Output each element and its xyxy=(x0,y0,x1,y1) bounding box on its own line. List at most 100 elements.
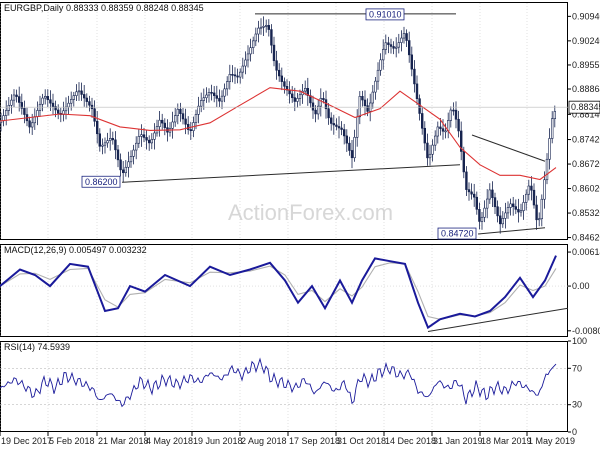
candle-body xyxy=(218,98,221,102)
rsi-header: RSI(14) 74.5939 xyxy=(4,342,70,352)
candle-body xyxy=(254,33,257,42)
candle-body xyxy=(327,108,330,119)
last-price-box xyxy=(568,100,600,114)
candle-body xyxy=(124,166,128,174)
candle-body xyxy=(101,144,104,147)
candle-body xyxy=(379,59,382,71)
candle-body xyxy=(85,97,89,102)
candle-body xyxy=(306,88,309,96)
candle-body xyxy=(506,207,510,214)
pane-frame xyxy=(0,244,568,337)
candle-body xyxy=(267,25,270,30)
trendline xyxy=(471,134,546,162)
last-price-label: 0.88345 xyxy=(571,102,600,112)
candle-body xyxy=(205,94,208,99)
candle-body xyxy=(179,108,182,114)
candle-body xyxy=(348,142,351,151)
candle-body xyxy=(70,99,73,104)
candle-body xyxy=(252,40,255,48)
trendline xyxy=(121,164,461,183)
candle-body xyxy=(511,203,515,207)
candle-body xyxy=(433,135,437,146)
candle-body xyxy=(465,171,468,190)
candle-body xyxy=(535,204,538,221)
candle-body xyxy=(353,136,356,159)
watermark-text: ActionForex.com xyxy=(228,200,393,225)
candle-body xyxy=(145,137,148,141)
candle-body xyxy=(420,113,424,129)
candle-body xyxy=(233,74,237,77)
annotation-label: 0.91010 xyxy=(369,9,402,19)
y-tick-label: 0 xyxy=(572,427,577,437)
candle-body xyxy=(314,109,317,115)
candle-body xyxy=(335,124,338,127)
candle-body xyxy=(64,106,68,112)
y-tick-label: -0.00808 xyxy=(572,326,600,336)
candle-body xyxy=(12,94,16,101)
y-tick-label: 70 xyxy=(572,363,582,373)
candle-body xyxy=(231,74,234,76)
candle-body xyxy=(140,134,143,137)
candle-body xyxy=(462,151,465,173)
candle-body xyxy=(119,159,122,171)
candle-body xyxy=(342,129,346,137)
candle-body xyxy=(548,138,551,160)
candle-body xyxy=(543,179,546,200)
candle-body xyxy=(524,193,528,203)
candle-body xyxy=(200,100,203,107)
candle-body xyxy=(28,120,31,128)
x-tick-label: 21 Mar 2018 xyxy=(98,436,149,446)
candle-body xyxy=(20,102,23,109)
candle-body xyxy=(174,115,177,123)
candle-body xyxy=(350,150,354,159)
candle-body xyxy=(522,202,525,211)
candle-body xyxy=(454,109,458,120)
candle-body xyxy=(337,126,341,129)
candle-body xyxy=(400,37,403,43)
candle-body xyxy=(158,119,161,127)
candle-body xyxy=(83,94,86,99)
x-tick-label: 18 Mar 2019 xyxy=(481,436,532,446)
candle-body xyxy=(550,118,554,139)
candle-body xyxy=(67,102,70,108)
candle-body xyxy=(111,138,115,141)
candle-body xyxy=(244,59,247,67)
candle-body xyxy=(428,153,432,159)
candle-body xyxy=(394,46,398,49)
candle-body xyxy=(72,95,76,100)
candle-body xyxy=(488,189,491,200)
candle-body xyxy=(114,139,117,151)
candle-body xyxy=(361,96,364,101)
candle-body xyxy=(376,69,380,82)
candle-body xyxy=(220,95,224,102)
candle-body xyxy=(163,122,166,128)
candle-body xyxy=(530,185,533,191)
candle-body xyxy=(397,42,400,48)
candle-body xyxy=(392,46,395,49)
candle-body xyxy=(49,99,52,104)
candle-body xyxy=(262,25,265,28)
candle-body xyxy=(272,44,276,62)
candle-body xyxy=(215,95,218,99)
candle-body xyxy=(88,101,91,106)
candle-body xyxy=(553,111,557,119)
candle-body xyxy=(187,123,190,130)
candle-body xyxy=(226,81,229,90)
candle-body xyxy=(46,96,50,101)
candle-body xyxy=(480,216,484,222)
candle-body xyxy=(355,116,359,138)
candle-body xyxy=(17,96,21,103)
candle-body xyxy=(467,189,471,193)
candle-body xyxy=(142,134,146,138)
rsi-pane: 100 70 30 0 xyxy=(0,336,587,437)
candle-body xyxy=(184,118,187,125)
candle-body xyxy=(223,88,226,97)
candle-body xyxy=(75,91,78,96)
candle-body xyxy=(509,203,512,208)
ohlc-readout: 0.88333 0.88359 0.88248 0.88345 xyxy=(66,3,204,13)
candle-body xyxy=(7,104,11,111)
candle-body xyxy=(540,198,544,220)
